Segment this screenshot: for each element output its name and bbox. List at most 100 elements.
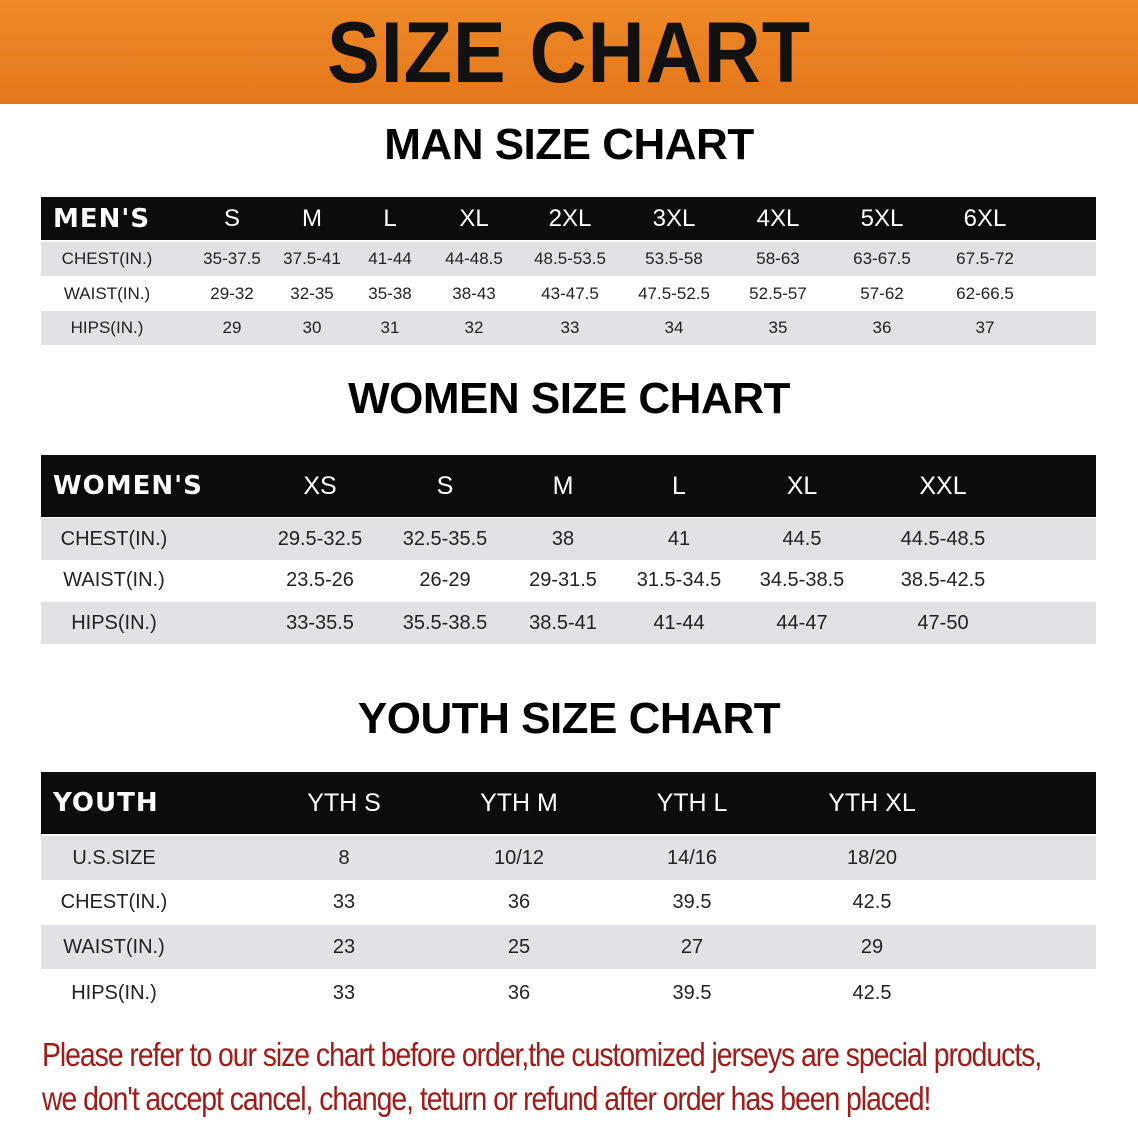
measurement-cell: 37.5-41 (283, 249, 341, 268)
measurement-cell: 63-67.5 (853, 249, 911, 268)
measurement-cell: 29 (860, 935, 884, 958)
measurement-cell: 14/16 (666, 846, 718, 869)
measurement-cell: 30 (302, 318, 322, 337)
measurement-cell: 33 (332, 890, 356, 913)
size-column-header: L (383, 204, 397, 232)
size-column-header: S (223, 204, 241, 232)
women-header-row: WOMEN'S XS S M L XL XXL (41, 455, 1096, 517)
size-column-header: YTH L (656, 788, 728, 817)
size-column-header: XXL (919, 471, 967, 500)
measurement-cell: 41-44 (368, 249, 412, 268)
measurement-cell: 23 (332, 935, 356, 958)
measurement-cell: 48.5-53.5 (534, 249, 606, 268)
measurement-cell: 33 (560, 318, 580, 337)
measurement-cell: 44.5-48.5 (900, 527, 986, 550)
measurement-cell: 29-31.5 (529, 568, 597, 591)
measurement-cell: 38 (551, 527, 575, 550)
table-row: HIPS(IN.) 33-35.5 35.5-38.5 38.5-41 41-44 44-… (41, 602, 1096, 644)
measurement-cell: 26-29 (419, 568, 471, 591)
measurement-cell: 33 (332, 981, 356, 1004)
size-column-header: YTH XL (828, 788, 916, 817)
measurement-cell: 36 (872, 318, 892, 337)
measurement-cell: 35 (768, 318, 788, 337)
measurement-cell: 52.5-57 (749, 284, 807, 303)
measurement-cell: 44.5 (782, 527, 822, 550)
measurement-cell: 36 (507, 890, 531, 913)
measurement-cell: 25 (507, 935, 531, 958)
measurement-cell: 35.5-38.5 (402, 611, 488, 634)
size-column-header: XL (459, 204, 489, 232)
measurement-cell: 18/20 (846, 846, 898, 869)
table-row: HIPS(IN.) 29 30 31 32 33 34 35 36 37 (41, 311, 1096, 345)
measurement-cell: 53.5-58 (645, 249, 703, 268)
size-column-header: M (552, 471, 574, 500)
measurement-cell: 39.5 (672, 981, 712, 1004)
row-label: WAIST(IN.) (63, 284, 151, 303)
measurement-cell: 33-35.5 (286, 611, 354, 634)
table-row: WAIST(IN.) 29-32 32-35 35-38 38-43 43-47.5 47.… (41, 277, 1096, 311)
measurement-cell: 32-35 (290, 284, 334, 303)
men-header-label: MEN'S (53, 203, 151, 234)
size-column-header: 3XL (652, 204, 696, 232)
measurement-cell: 43-47.5 (541, 284, 599, 303)
table-row: U.S.SIZE 8 10/12 14/16 18/20 (41, 836, 1096, 880)
notice-line-2: we don't accept cancel, change, teturn o… (42, 1080, 931, 1117)
measurement-cell: 42.5 (852, 981, 892, 1004)
measurement-cell: 38-43 (452, 284, 496, 303)
row-label: HIPS(IN.) (71, 611, 157, 634)
measurement-cell: 44-47 (776, 611, 828, 634)
measurement-cell: 57-62 (860, 284, 904, 303)
men-header-row: MEN'S S M L XL 2XL 3XL 4XL 5XL 6XL (41, 197, 1096, 240)
notice-line-1: Please refer to our size chart before or… (42, 1036, 1042, 1073)
size-column-header: XS (303, 471, 337, 500)
row-label: CHEST(IN.) (61, 249, 153, 268)
youth-header-label: YOUTH (53, 788, 159, 818)
measurement-cell: 47-50 (917, 611, 969, 634)
measurement-cell: 32.5-35.5 (402, 527, 488, 550)
measurement-cell: 29.5-32.5 (277, 527, 363, 550)
youth-header-row: YOUTH YTH S YTH M YTH L YTH XL (41, 772, 1096, 834)
measurement-cell: 37 (975, 318, 995, 337)
women-header-label: WOMEN'S (53, 471, 203, 501)
measurement-cell: 38.5-42.5 (900, 568, 986, 591)
row-label: WAIST(IN.) (63, 935, 165, 958)
table-row: WAIST(IN.) 23 25 27 29 (41, 925, 1096, 969)
table-row: CHEST(IN.) 35-37.5 37.5-41 41-44 44-48.5 48.5… (41, 242, 1096, 276)
measurement-cell: 44-48.5 (445, 249, 503, 268)
measurement-cell: 41-44 (653, 611, 705, 634)
measurement-cell: 39.5 (672, 890, 712, 913)
size-column-header: YTH S (307, 788, 381, 817)
youth-section-title: YOUTH SIZE CHART (357, 694, 781, 743)
measurement-cell: 36 (507, 981, 531, 1004)
measurement-cell: 32 (464, 318, 484, 337)
measurement-cell: 29 (222, 318, 242, 337)
size-column-header: 4XL (756, 204, 800, 232)
size-column-header: 6XL (963, 204, 1007, 232)
measurement-cell: 27 (680, 935, 704, 958)
measurement-cell: 58-63 (756, 249, 800, 268)
measurement-cell: 41 (667, 527, 691, 550)
row-label: U.S.SIZE (72, 846, 156, 869)
banner-title: SIZE CHART (327, 5, 811, 101)
size-column-header: YTH M (480, 788, 558, 817)
measurement-cell: 31.5-34.5 (636, 568, 722, 591)
measurement-cell: 34.5-38.5 (759, 568, 845, 591)
size-column-header: 2XL (548, 204, 592, 232)
measurement-cell: 42.5 (852, 890, 892, 913)
table-row: CHEST(IN.) 29.5-32.5 32.5-35.5 38 41 44.5 44.5… (41, 518, 1096, 560)
size-column-header: 5XL (860, 204, 904, 232)
size-column-header: XL (786, 471, 818, 500)
row-label: CHEST(IN.) (60, 527, 168, 550)
measurement-cell: 10/12 (493, 846, 545, 869)
row-label: HIPS(IN.) (71, 981, 157, 1004)
men-section-title: MAN SIZE CHART (384, 120, 754, 169)
table-row: WAIST(IN.) 23.5-26 26-29 29-31.5 31.5-34.5 34… (41, 559, 1096, 601)
size-column-header: S (436, 471, 454, 500)
row-label: CHEST(IN.) (60, 890, 168, 913)
measurement-cell: 23.5-26 (286, 568, 354, 591)
measurement-cell: 35-37.5 (203, 249, 261, 268)
row-label: HIPS(IN.) (70, 318, 144, 337)
measurement-cell: 8 (338, 846, 350, 869)
row-label: WAIST(IN.) (63, 568, 165, 591)
measurement-cell: 34 (664, 318, 684, 337)
